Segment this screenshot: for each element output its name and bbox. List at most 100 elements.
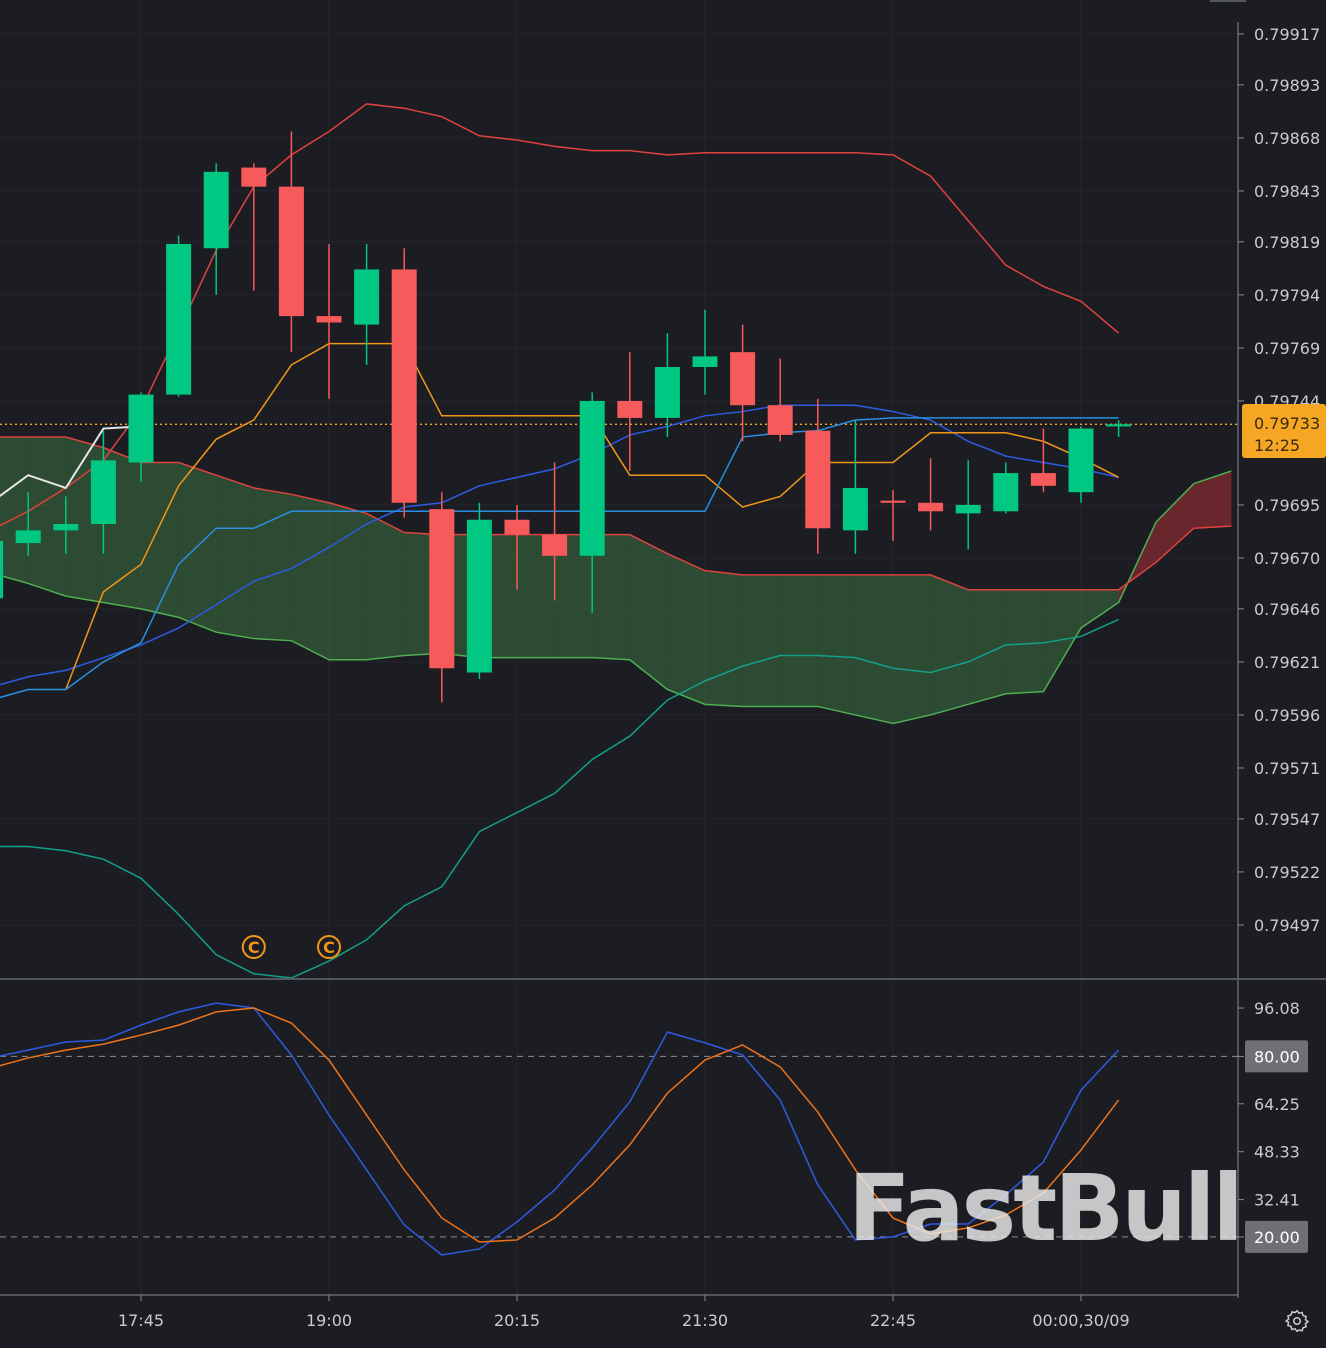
watermark-logo: FastBull bbox=[848, 1155, 1241, 1262]
cloud-segment bbox=[517, 534, 555, 658]
cloud-segment bbox=[855, 574, 893, 724]
candle-body-up bbox=[0, 540, 4, 599]
candle-body-up bbox=[955, 504, 981, 514]
cloud-segment bbox=[968, 589, 1006, 705]
candle-body-down bbox=[316, 316, 342, 323]
price-tick-label: 0.79522 bbox=[1254, 863, 1320, 882]
cloud-segment bbox=[1081, 589, 1119, 628]
candles bbox=[0, 131, 1132, 703]
candle-body-down bbox=[730, 352, 756, 406]
candle-body-up bbox=[654, 367, 680, 418]
candle-body-up bbox=[203, 171, 229, 249]
cloud-segment bbox=[667, 553, 705, 705]
cloud-segment bbox=[930, 574, 969, 715]
stoch-tick-label: 48.33 bbox=[1254, 1143, 1300, 1162]
candle-body-up bbox=[692, 356, 718, 368]
stochastic-d-line bbox=[0, 1007, 1120, 1243]
cloud-segment bbox=[592, 534, 630, 660]
cloud-segment bbox=[291, 494, 329, 660]
price-tick-label: 0.79769 bbox=[1254, 339, 1320, 358]
price-tick-label: 0.79917 bbox=[1254, 25, 1320, 44]
candle-body-up bbox=[53, 524, 79, 531]
price-tick-label: 0.79695 bbox=[1254, 496, 1320, 515]
price-tick-label: 0.79819 bbox=[1254, 233, 1320, 252]
price-tick-label: 0.79893 bbox=[1254, 76, 1320, 95]
cloud-segment bbox=[742, 574, 781, 707]
stochastic-pane bbox=[0, 1002, 1238, 1256]
cloud-segment bbox=[178, 462, 217, 633]
time-tick-label: 00:00,30/09 bbox=[1032, 1311, 1129, 1330]
current-price-value: 0.79733 bbox=[1254, 414, 1320, 433]
price-tick-label: 0.79621 bbox=[1254, 653, 1320, 672]
candle-body-up bbox=[166, 243, 192, 395]
price-tick-label: 0.79596 bbox=[1254, 706, 1320, 725]
candle-body-down bbox=[241, 167, 267, 187]
price-tick-label: 0.79794 bbox=[1254, 286, 1320, 305]
event-marker-label: C bbox=[323, 938, 335, 957]
price-tick-label: 0.79571 bbox=[1254, 759, 1320, 778]
cloud-segment bbox=[141, 462, 179, 618]
candle-body-up bbox=[1106, 424, 1132, 427]
event-marker-circle bbox=[241, 935, 266, 959]
candle-body-down bbox=[805, 430, 831, 529]
cloud-segment bbox=[1156, 483, 1194, 563]
candle-body-up bbox=[90, 460, 116, 525]
price-tick-label: 0.79497 bbox=[1254, 916, 1320, 935]
price-tick-label: 0.79868 bbox=[1254, 129, 1320, 148]
pane-handle bbox=[1210, 0, 1246, 2]
cloud-segment bbox=[253, 487, 292, 641]
event-marker-circle bbox=[317, 935, 341, 959]
time-tick-label: 21:30 bbox=[682, 1311, 728, 1330]
cloud-segment bbox=[705, 570, 743, 707]
candle-body-up bbox=[15, 530, 41, 544]
candle-body-up bbox=[128, 394, 154, 463]
price-tick-label: 0.79670 bbox=[1254, 549, 1320, 568]
price-tick-label: 0.79547 bbox=[1254, 810, 1320, 829]
cloud-segment bbox=[1193, 470, 1232, 529]
candle-body-down bbox=[617, 400, 643, 418]
cloud-segment bbox=[366, 513, 405, 660]
bollinger-lower-line bbox=[0, 618, 1119, 979]
time-tick-label: 17:45 bbox=[118, 1311, 164, 1330]
cloud-segment bbox=[1043, 589, 1081, 692]
candle-body-down bbox=[1030, 473, 1056, 486]
stoch-level-badge bbox=[1245, 1040, 1308, 1073]
cloud-segment bbox=[329, 502, 367, 660]
candle-body-up bbox=[993, 473, 1019, 512]
time-tick-label: 20:15 bbox=[494, 1311, 540, 1330]
time-tick-label: 22:45 bbox=[870, 1311, 916, 1330]
cloud-segment bbox=[780, 574, 818, 707]
candle-body-down bbox=[429, 509, 455, 669]
cloud-segment bbox=[554, 534, 593, 658]
candle-body-down bbox=[880, 500, 906, 503]
senkou-span-a-line bbox=[0, 470, 1232, 725]
senkou-span-b-line bbox=[0, 436, 1232, 591]
stoch-tick-label: 80.00 bbox=[1254, 1047, 1300, 1066]
chikou-span-line bbox=[0, 425, 142, 498]
candle-body-up bbox=[1068, 428, 1094, 493]
gear-icon[interactable] bbox=[1284, 1308, 1310, 1334]
stoch-tick-label: 32.41 bbox=[1254, 1191, 1300, 1210]
stoch-tick-label: 20.00 bbox=[1254, 1228, 1300, 1247]
cloud-segment bbox=[28, 437, 66, 597]
cloud-segment bbox=[1005, 589, 1044, 694]
candle-body-up bbox=[354, 269, 380, 325]
candle-body-up bbox=[842, 487, 868, 531]
price-tick-label: 0.79843 bbox=[1254, 182, 1320, 201]
stochastic-k-line bbox=[0, 1002, 1120, 1256]
grid bbox=[0, 0, 1238, 1295]
cloud-segment bbox=[817, 574, 856, 715]
bar-countdown: 12:25 bbox=[1254, 436, 1300, 455]
time-tick-label: 19:00 bbox=[306, 1311, 352, 1330]
stoch-tick-label: 64.25 bbox=[1254, 1095, 1300, 1114]
candle-body-down bbox=[918, 502, 944, 512]
candle-body-down bbox=[767, 405, 793, 435]
candle-body-up bbox=[579, 400, 605, 556]
cloud-segment bbox=[629, 534, 668, 690]
candle-body-down bbox=[504, 519, 530, 535]
cloud-segment bbox=[216, 475, 254, 639]
ichimoku-cloud bbox=[0, 436, 1232, 725]
